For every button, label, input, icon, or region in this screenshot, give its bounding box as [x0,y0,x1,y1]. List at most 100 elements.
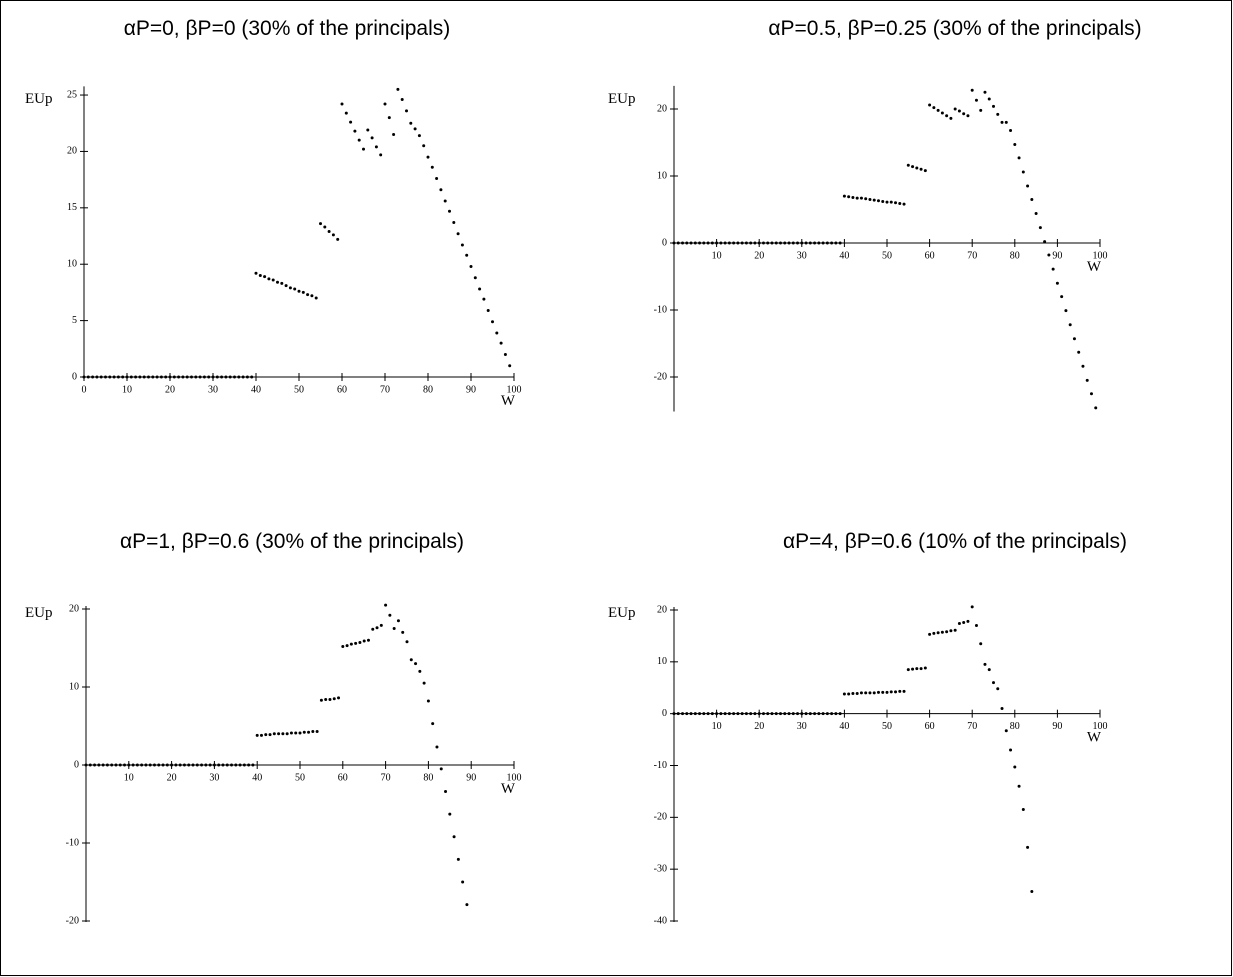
point [813,241,817,245]
point [744,712,748,716]
point [847,195,851,199]
point [983,90,987,94]
point [898,689,902,693]
point [396,87,400,91]
point [957,621,961,625]
x-tick-label: 70 [967,721,977,732]
point [178,763,182,767]
point [740,712,744,716]
x-tick-label: 10 [122,384,132,395]
point [443,199,447,203]
point [105,763,109,767]
point [987,668,991,672]
point [761,712,765,716]
point [838,241,842,245]
point [435,176,439,180]
chart-title: αP=0, βP=0 (30% of the principals) [124,17,451,40]
point [354,641,358,645]
point [757,241,761,245]
x-tick-label: 10 [712,250,722,261]
point [195,763,199,767]
point [864,691,868,695]
point [902,689,906,693]
point [749,712,753,716]
x-tick-label: 80 [1010,250,1020,261]
point [435,745,439,749]
x-tick-label: 30 [797,721,807,732]
point [264,733,268,737]
point [885,690,889,694]
point [127,763,131,767]
point [370,136,374,140]
y-tick-label: 20 [657,103,667,114]
y-tick-label: -40 [654,915,667,926]
point [97,763,101,767]
point [327,230,331,234]
x-tick-label: 100 [1093,721,1108,732]
point [1064,309,1068,313]
x-tick-label: 100 [507,772,522,783]
point [872,691,876,695]
x-tick-label: 30 [797,250,807,261]
point [970,88,974,92]
point [491,320,494,324]
point [170,763,174,767]
point [228,375,232,379]
point [401,630,405,634]
x-tick-label: 60 [338,772,348,783]
x-tick-label: 80 [423,772,433,783]
point [337,696,341,700]
point [448,209,451,213]
x-axis-label: W [1087,259,1102,275]
point [940,111,944,115]
point [842,194,846,198]
point [284,284,288,288]
point [508,364,512,368]
x-tick-label: 90 [466,772,476,783]
point [251,763,255,767]
point [165,763,169,767]
point [876,199,880,203]
x-tick-label: 60 [925,721,935,732]
point [894,201,898,205]
point [698,241,702,245]
point [702,241,706,245]
point [125,375,129,379]
point [123,763,127,767]
y-axis-label: EUp [25,605,53,621]
point [681,712,685,716]
point [302,730,306,734]
point [332,697,336,701]
point [672,241,676,245]
point [82,375,86,379]
point [465,253,469,257]
point [212,763,216,767]
point [349,642,353,646]
point [689,712,693,716]
point [118,763,122,767]
point [383,102,387,106]
point [131,763,135,767]
point [821,712,825,716]
point [298,731,302,735]
point [271,278,275,282]
y-axis-label: EUp [25,91,53,107]
x-tick-label: 20 [754,250,764,261]
point [774,712,778,716]
x-tick-label: 40 [251,384,261,395]
point [155,375,159,379]
x-tick-label: 60 [925,250,935,261]
point [932,631,936,635]
point [732,241,736,245]
point [1000,706,1004,710]
point [872,198,876,202]
point [461,880,465,884]
point [422,144,426,148]
point [84,763,88,767]
point [362,147,365,151]
point [710,241,714,245]
point [478,287,482,291]
point [161,763,165,767]
point [915,667,919,671]
point [706,712,710,716]
